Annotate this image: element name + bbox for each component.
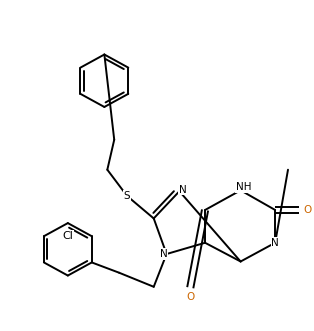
Text: N: N bbox=[160, 249, 167, 259]
Text: N: N bbox=[179, 185, 187, 195]
Text: Cl: Cl bbox=[62, 231, 73, 241]
Text: S: S bbox=[124, 191, 130, 201]
Text: N: N bbox=[271, 238, 279, 248]
Text: O: O bbox=[304, 205, 312, 215]
Text: O: O bbox=[186, 292, 194, 303]
Text: NH: NH bbox=[236, 182, 252, 192]
